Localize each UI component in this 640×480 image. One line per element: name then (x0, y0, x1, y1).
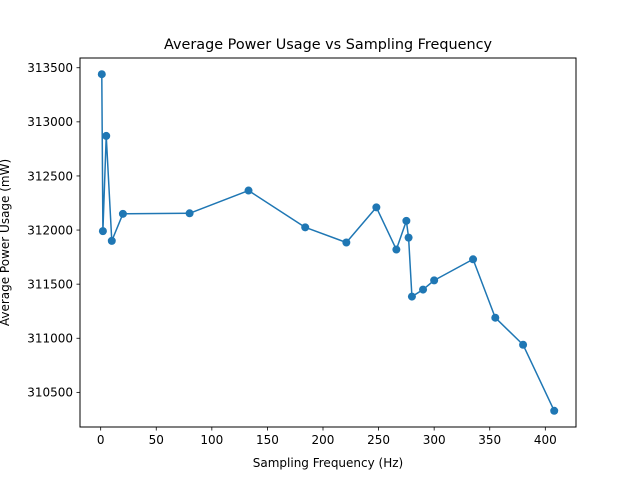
x-tick-label: 150 (256, 433, 279, 447)
x-tick-label: 50 (149, 433, 164, 447)
data-point (372, 203, 381, 212)
x-axis-label: Sampling Frequency (Hz) (253, 456, 403, 470)
x-tick-label: 200 (312, 433, 335, 447)
data-point (519, 340, 528, 349)
data-point (407, 292, 416, 301)
data-point (419, 285, 428, 294)
data-point (185, 209, 194, 218)
data-point (392, 245, 401, 254)
data-point (491, 313, 500, 322)
axis-ticks: 0 50 100 150 200 250 300 350 400 310500 311000 3115… (27, 61, 557, 447)
data-point (102, 131, 111, 140)
y-axis-label: Average Power Usage (mW) (0, 159, 12, 326)
y-tick-label: 313000 (27, 115, 73, 129)
data-point (118, 209, 127, 218)
x-tick-label: 400 (534, 433, 557, 447)
data-point (402, 216, 411, 225)
series-layer (97, 70, 559, 415)
data-point (404, 233, 413, 242)
x-tick-label: 0 (97, 433, 105, 447)
y-tick-label: 310500 (27, 386, 73, 400)
data-point (342, 238, 351, 247)
x-tick-label: 250 (367, 433, 390, 447)
data-point (244, 186, 253, 195)
data-point (98, 227, 107, 236)
plot-frame (79, 57, 577, 428)
x-tick-label: 100 (200, 433, 223, 447)
y-tick-label: 312500 (27, 169, 73, 183)
data-point (430, 276, 439, 285)
data-point (301, 223, 310, 232)
x-tick-label: 300 (423, 433, 446, 447)
y-tick-label: 312000 (27, 223, 73, 237)
data-point (550, 406, 559, 415)
series-line (101, 74, 555, 412)
data-point (97, 70, 106, 79)
y-tick-label: 313500 (27, 61, 73, 75)
x-tick-label: 350 (478, 433, 501, 447)
data-point (469, 255, 478, 264)
y-tick-label: 311000 (27, 332, 73, 346)
chart-title: Average Power Usage vs Sampling Frequenc… (164, 37, 493, 53)
y-tick-label: 311500 (27, 277, 73, 291)
data-point (107, 236, 116, 245)
